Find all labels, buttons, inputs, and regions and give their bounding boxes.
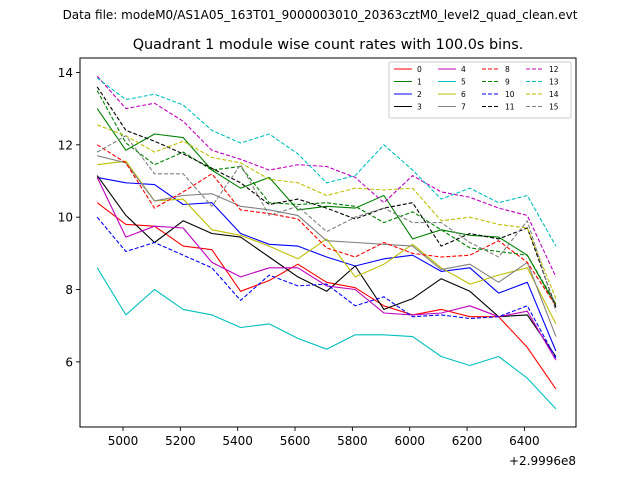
legend-label-11: 11	[505, 103, 515, 112]
series-line-8	[96, 144, 557, 307]
y-tick-label: 8	[65, 283, 73, 297]
series-line-14	[97, 124, 557, 299]
plot-frame	[79, 57, 577, 428]
x-tick-label: 6200	[452, 434, 483, 448]
y-axis: 6 8 10 12 14	[58, 66, 80, 369]
series-line-6	[97, 160, 557, 325]
x-axis: 5000 5200 5400 5600 5800 6000 6200 6400	[108, 427, 540, 448]
x-tick-label: 6000	[394, 434, 425, 448]
series-line-15	[96, 135, 557, 312]
series-line-13	[96, 77, 557, 247]
legend-label-14: 14	[549, 90, 559, 99]
legend-label-2: 2	[417, 90, 422, 99]
x-tick-label: 5800	[337, 434, 368, 448]
x-tick-label: 5200	[165, 434, 196, 448]
x-offset-label: +2.9996e8	[509, 454, 576, 468]
x-tick-label: 5400	[222, 434, 253, 448]
series-line-0	[96, 202, 557, 390]
series-line-9	[96, 90, 557, 305]
legend-label-13: 13	[549, 78, 559, 87]
legend-box	[388, 61, 572, 119]
legend-label-4: 4	[461, 65, 466, 74]
legend-label-9: 9	[505, 78, 510, 87]
x-tick-label: 6400	[509, 434, 540, 448]
legend-label-0: 0	[417, 65, 422, 74]
y-tick-label: 6	[65, 355, 73, 369]
suptitle: Data file: modeM0/AS1A05_163T01_90000030…	[63, 8, 578, 22]
legend-label-12: 12	[549, 65, 559, 74]
legend-label-3: 3	[417, 103, 422, 112]
legend-label-15: 15	[549, 103, 559, 112]
legend-label-5: 5	[461, 78, 466, 87]
series-line-4	[96, 177, 557, 361]
series-line-1	[96, 108, 557, 307]
y-tick-label: 14	[58, 66, 73, 80]
y-tick-label: 10	[58, 211, 73, 225]
series-line-3	[96, 175, 557, 357]
y-tick-label: 12	[58, 138, 73, 152]
series-line-5	[96, 267, 557, 410]
legend-label-6: 6	[461, 90, 466, 99]
x-tick-label: 5600	[280, 434, 311, 448]
legend-label-7: 7	[461, 103, 466, 112]
series-line-10	[96, 216, 557, 359]
legend-label-1: 1	[417, 78, 422, 87]
legend-label-8: 8	[505, 65, 510, 74]
series-layer	[96, 75, 557, 410]
series-line-12	[96, 75, 557, 278]
x-tick-label: 5000	[108, 434, 139, 448]
legend-label-10: 10	[505, 90, 515, 99]
series-line-11	[96, 86, 557, 308]
chart-title: Quadrant 1 module wise count rates with …	[133, 37, 524, 53]
